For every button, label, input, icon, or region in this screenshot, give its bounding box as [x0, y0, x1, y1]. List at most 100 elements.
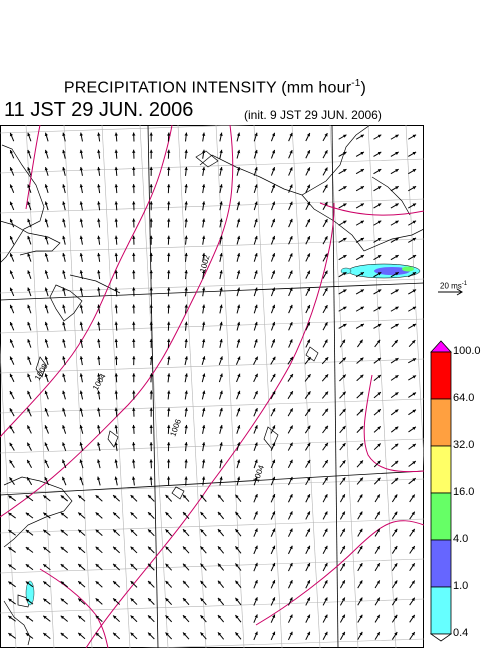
wind-arrow [409, 631, 416, 640]
wind-arrow [322, 253, 328, 262]
wind-arrow [42, 546, 51, 553]
weather-map: 1002 1004 1006 1008 1004 [0, 125, 424, 648]
wind-arrow [304, 391, 311, 399]
wind-arrow [218, 390, 223, 400]
wind-arrow [409, 528, 416, 537]
wind-arrow [114, 252, 118, 262]
wind-arrow [305, 597, 311, 606]
wind-arrow [77, 512, 86, 519]
wind-arrow [9, 339, 15, 348]
wind-arrow [288, 545, 293, 555]
precipitation-areas [25, 263, 421, 606]
coastline-luzon [3, 600, 31, 646]
wind-arrow [287, 442, 293, 451]
coastline-korea [0, 144, 45, 264]
wind-arrow [322, 287, 328, 296]
wind-arrow [338, 237, 347, 243]
wind-arrow [374, 580, 381, 589]
wind-arrow [270, 184, 276, 193]
wind-arrow [305, 459, 311, 468]
wind-arrow [182, 632, 190, 640]
wind-arrow [322, 562, 328, 572]
wind-arrow [79, 424, 84, 434]
wind-arrow [408, 254, 417, 261]
isobar-southeast [255, 520, 424, 626]
wind-arrow [97, 356, 101, 366]
wind-arrow [270, 597, 276, 606]
wind-arrow [42, 512, 51, 519]
wind-arrow [219, 252, 223, 262]
wind-arrow [374, 494, 381, 503]
wind-arrow [356, 425, 364, 433]
wind-arrow [270, 235, 276, 245]
wind-arrow [97, 321, 101, 331]
wind-arrow [9, 253, 15, 262]
wind-arrow [236, 321, 241, 331]
wind-arrow [167, 235, 171, 245]
wind-arrow [373, 271, 382, 278]
wind-arrow [9, 425, 15, 434]
wind-arrow [218, 373, 223, 383]
wind-arrow [374, 528, 381, 537]
wind-arrow [339, 408, 346, 416]
wind-arrow [339, 614, 346, 623]
wind-arrow [270, 373, 276, 382]
wind-arrow [355, 323, 365, 329]
wind-arrow [184, 304, 188, 314]
wind-arrow [9, 235, 15, 245]
wind-arrow [184, 287, 188, 297]
wind-arrow [132, 304, 136, 314]
wind-arrow [219, 338, 223, 348]
wind-arrow [288, 201, 293, 211]
wind-arrow [132, 201, 136, 211]
wind-arrow [253, 597, 258, 606]
wind-arrow [338, 323, 347, 329]
wind-arrow [44, 252, 49, 262]
wind-arrow [305, 528, 311, 537]
wind-arrow [253, 166, 258, 176]
wind-arrow [79, 287, 83, 297]
wind-arrow [253, 614, 258, 623]
wind-arrow [305, 184, 311, 193]
wind-arrow [97, 270, 101, 280]
wind-arrow [112, 615, 121, 623]
wind-arrow [131, 442, 136, 452]
wind-arrow [132, 424, 136, 434]
wind-arrow [201, 390, 206, 400]
wind-arrow [270, 459, 276, 469]
wind-arrow [408, 323, 417, 329]
wind-arrow [236, 184, 241, 194]
wind-arrow [149, 270, 153, 280]
wind-arrow [373, 254, 382, 261]
wind-arrow [60, 546, 68, 554]
wind-arrow [25, 563, 34, 571]
wind-arrow [253, 459, 258, 469]
isobar-west [0, 125, 173, 438]
wind-arrow [44, 149, 49, 159]
colorbar-level-label: 0.4 [453, 627, 469, 639]
wind-arrow [201, 149, 206, 159]
wind-arrow [44, 132, 49, 142]
wind-arrow [167, 252, 171, 262]
wind-arrow [236, 442, 241, 452]
wind-arrow [60, 615, 68, 622]
wind-arrow [270, 476, 276, 486]
wind-arrow [408, 151, 417, 157]
wind-arrow [374, 597, 381, 606]
wind-arrow [391, 562, 398, 572]
wind-arrow [25, 512, 34, 519]
wind-arrow [322, 218, 328, 228]
wind-arrow [149, 373, 153, 383]
wind-arrow [253, 631, 258, 641]
wind-arrow [339, 425, 346, 434]
wind-arrow [130, 563, 138, 571]
wind-arrow [95, 580, 103, 588]
wind-arrow [8, 495, 16, 502]
wind-arrow [44, 304, 49, 314]
wind-arrow [79, 252, 83, 262]
wind-arrow [322, 167, 328, 176]
wind-arrow [305, 614, 311, 623]
wind-arrow [27, 201, 32, 211]
wind-arrow [408, 357, 417, 364]
wind-arrow [201, 218, 206, 228]
